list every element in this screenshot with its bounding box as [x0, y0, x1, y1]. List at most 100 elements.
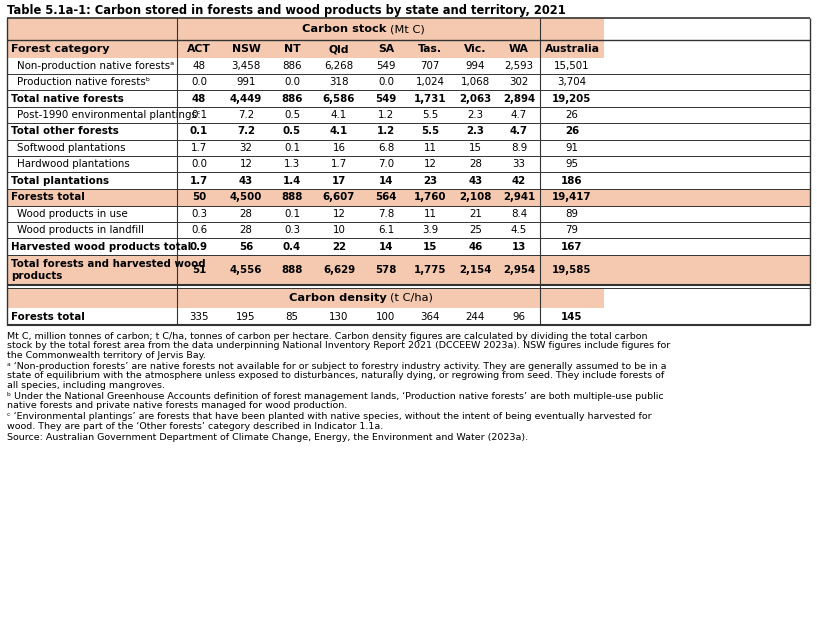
Text: 95: 95: [565, 159, 578, 169]
Text: 0.1: 0.1: [284, 143, 300, 153]
Text: 26: 26: [565, 110, 578, 120]
Text: 8.9: 8.9: [511, 143, 527, 153]
Text: 43: 43: [239, 176, 253, 185]
Bar: [7, 18, 177, 40]
Text: 91: 91: [565, 143, 578, 153]
Text: 96: 96: [512, 311, 525, 321]
Text: NSW: NSW: [231, 44, 261, 54]
Text: 886: 886: [282, 61, 301, 71]
Text: 195: 195: [236, 311, 256, 321]
Text: 0.4: 0.4: [283, 242, 301, 252]
Text: 564: 564: [375, 192, 397, 203]
Text: 6,607: 6,607: [323, 192, 355, 203]
Text: 7.0: 7.0: [378, 159, 394, 169]
Text: SA: SA: [378, 44, 394, 54]
Bar: [7, 206, 810, 222]
Text: Total other forests: Total other forests: [11, 127, 118, 137]
Text: 14: 14: [379, 242, 393, 252]
Text: 5.5: 5.5: [421, 127, 439, 137]
Text: the Commonwealth territory of Jervis Bay.: the Commonwealth territory of Jervis Bay…: [7, 351, 206, 360]
Text: 1,068: 1,068: [461, 77, 490, 87]
Text: Table 5.1a-1: Carbon stored in forests and wood products by state and territory,: Table 5.1a-1: Carbon stored in forests a…: [7, 4, 565, 17]
Text: 994: 994: [466, 61, 485, 71]
Text: WA: WA: [509, 44, 529, 54]
Bar: [177, 288, 604, 308]
Text: 2.3: 2.3: [467, 127, 484, 137]
Text: 4,500: 4,500: [230, 192, 262, 203]
Text: 167: 167: [561, 242, 583, 252]
Text: 1,760: 1,760: [413, 192, 446, 203]
Text: 6.1: 6.1: [378, 225, 394, 235]
Text: Total plantations: Total plantations: [11, 176, 109, 185]
Text: 145: 145: [561, 311, 583, 321]
Text: 7.2: 7.2: [237, 127, 255, 137]
Text: Forest category: Forest category: [11, 44, 109, 54]
Text: 1,024: 1,024: [416, 77, 444, 87]
Text: 2,063: 2,063: [459, 93, 492, 104]
Text: 2,941: 2,941: [503, 192, 535, 203]
Text: 549: 549: [375, 93, 396, 104]
Bar: [7, 123, 810, 140]
Text: 43: 43: [468, 176, 483, 185]
Text: 888: 888: [281, 192, 302, 203]
Text: 12: 12: [239, 159, 252, 169]
Bar: [7, 74, 810, 90]
Text: 5.5: 5.5: [422, 110, 438, 120]
Text: 32: 32: [239, 143, 252, 153]
Text: ᵇ Under the National Greenhouse Accounts definition of forest management lands, : ᵇ Under the National Greenhouse Accounts…: [7, 392, 663, 401]
Bar: [407, 40, 453, 58]
Text: 16: 16: [333, 143, 346, 153]
Text: 0.3: 0.3: [191, 209, 207, 219]
Text: 33: 33: [512, 159, 525, 169]
Text: 2,154: 2,154: [459, 265, 492, 275]
Text: Wood products in landfill: Wood products in landfill: [17, 225, 144, 235]
Text: Source: Australian Government Department of Climate Change, Energy, the Environm: Source: Australian Government Department…: [7, 433, 528, 442]
Text: 21: 21: [469, 209, 482, 219]
Text: 302: 302: [509, 77, 529, 87]
Text: 19,205: 19,205: [552, 93, 592, 104]
Bar: [7, 222, 810, 238]
Text: 4,449: 4,449: [230, 93, 262, 104]
Text: 4.5: 4.5: [511, 225, 527, 235]
Text: Total forests and harvested wood
products: Total forests and harvested wood product…: [11, 259, 206, 281]
Bar: [7, 156, 810, 172]
Text: 25: 25: [469, 225, 482, 235]
Text: 1.7: 1.7: [191, 143, 208, 153]
Text: stock by the total forest area from the data underpinning National Inventory Rep: stock by the total forest area from the …: [7, 341, 670, 350]
Text: (t C/ha): (t C/ha): [391, 293, 433, 303]
Text: 15: 15: [469, 143, 482, 153]
Bar: [177, 40, 221, 58]
Text: 22: 22: [332, 242, 346, 252]
Text: wood. They are part of the ‘Other forests’ category described in Indicator 1.1a.: wood. They are part of the ‘Other forest…: [7, 422, 383, 431]
Text: 15,501: 15,501: [554, 61, 590, 71]
Text: 0.9: 0.9: [190, 242, 208, 252]
Text: 85: 85: [285, 311, 298, 321]
Text: 0.0: 0.0: [191, 77, 207, 87]
Bar: [7, 172, 810, 189]
Text: 6,268: 6,268: [324, 61, 354, 71]
Text: 318: 318: [329, 77, 349, 87]
Text: 26: 26: [565, 127, 579, 137]
Text: 28: 28: [239, 225, 252, 235]
Text: ᶜ ‘Environmental plantings’ are forests that have been planted with native speci: ᶜ ‘Environmental plantings’ are forests …: [7, 412, 652, 421]
Text: Vic.: Vic.: [464, 44, 487, 54]
Text: 7.8: 7.8: [378, 209, 394, 219]
Bar: [7, 40, 177, 58]
Text: 0.3: 0.3: [284, 225, 300, 235]
Text: Softwood plantations: Softwood plantations: [17, 143, 126, 153]
Text: 12: 12: [423, 159, 436, 169]
Text: 0.5: 0.5: [284, 110, 300, 120]
Text: 0.1: 0.1: [191, 110, 207, 120]
Text: 364: 364: [420, 311, 440, 321]
Text: Carbon density: Carbon density: [288, 293, 391, 303]
Text: 4.7: 4.7: [511, 110, 527, 120]
Text: 100: 100: [377, 311, 395, 321]
Bar: [365, 40, 407, 58]
Text: 48: 48: [192, 93, 206, 104]
Text: 0.1: 0.1: [190, 127, 208, 137]
Text: Hardwood plantations: Hardwood plantations: [17, 159, 130, 169]
Text: ᵃ ‘Non-production forests’ are native forests not available for or subject to fo: ᵃ ‘Non-production forests’ are native fo…: [7, 362, 667, 371]
Text: 6.8: 6.8: [378, 143, 394, 153]
Text: (Mt C): (Mt C): [391, 24, 426, 34]
Text: 42: 42: [512, 176, 526, 185]
